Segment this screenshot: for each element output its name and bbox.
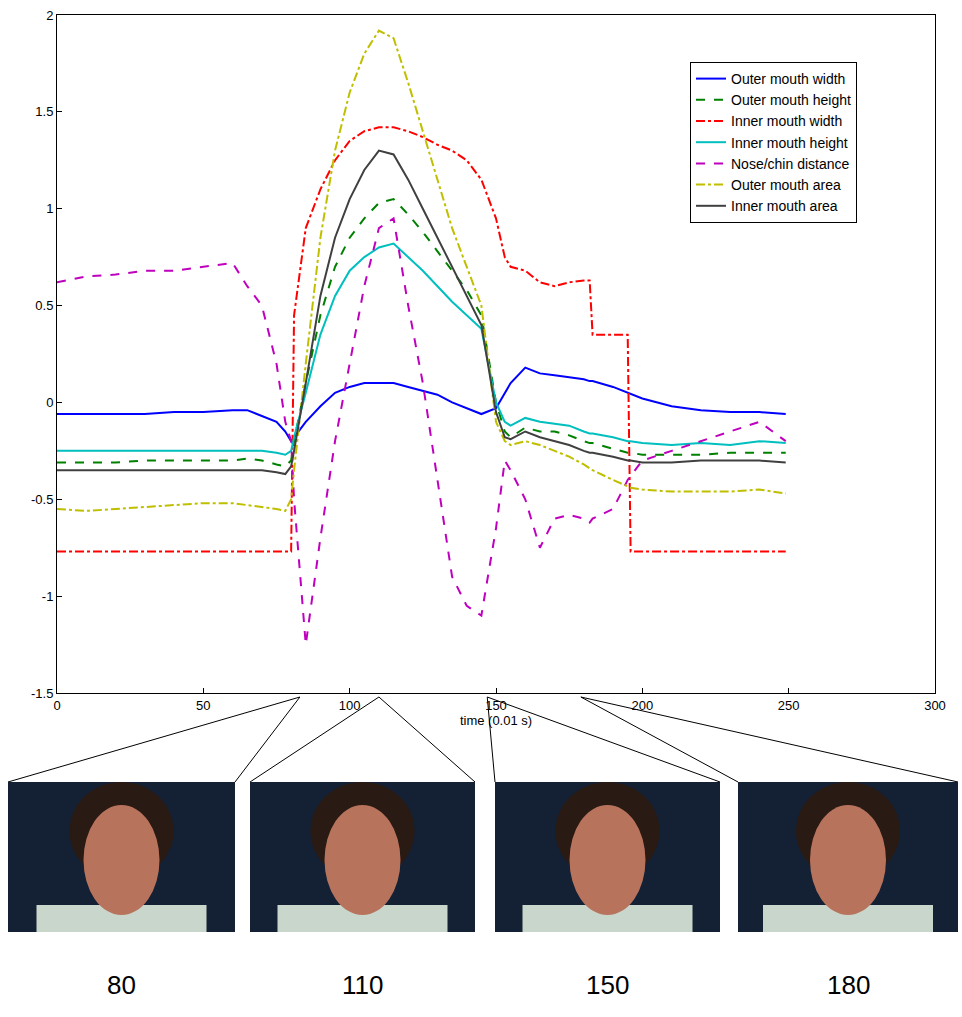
svg-text:0.5: 0.5 — [35, 298, 53, 313]
svg-text:time (0.01 s): time (0.01 s) — [460, 713, 532, 728]
svg-text:Inner mouth area: Inner mouth area — [731, 198, 838, 214]
svg-text:Outer mouth height: Outer mouth height — [731, 92, 851, 108]
svg-text:-1.5: -1.5 — [31, 686, 53, 701]
svg-text:150: 150 — [586, 970, 629, 1000]
svg-text:150: 150 — [485, 698, 507, 713]
svg-text:0: 0 — [53, 698, 60, 713]
svg-text:180: 180 — [827, 970, 870, 1000]
svg-text:1.5: 1.5 — [35, 104, 53, 119]
svg-text:Outer mouth area: Outer mouth area — [731, 177, 841, 193]
svg-text:110: 110 — [342, 970, 383, 1000]
svg-text:Outer mouth width: Outer mouth width — [731, 71, 845, 87]
svg-text:100: 100 — [339, 698, 361, 713]
svg-text:50: 50 — [196, 698, 210, 713]
svg-text:2: 2 — [46, 8, 53, 23]
svg-text:250: 250 — [778, 698, 800, 713]
svg-text:300: 300 — [924, 698, 946, 713]
svg-text:-0.5: -0.5 — [31, 492, 53, 507]
svg-text:Inner mouth height: Inner mouth height — [731, 135, 848, 151]
svg-text:Inner mouth width: Inner mouth width — [731, 113, 842, 129]
svg-text:-1: -1 — [42, 589, 54, 604]
svg-text:80: 80 — [107, 970, 136, 1000]
svg-text:1: 1 — [46, 201, 53, 216]
svg-text:200: 200 — [631, 698, 653, 713]
svg-text:0: 0 — [46, 395, 53, 410]
svg-text:Nose/chin distance: Nose/chin distance — [731, 156, 850, 172]
